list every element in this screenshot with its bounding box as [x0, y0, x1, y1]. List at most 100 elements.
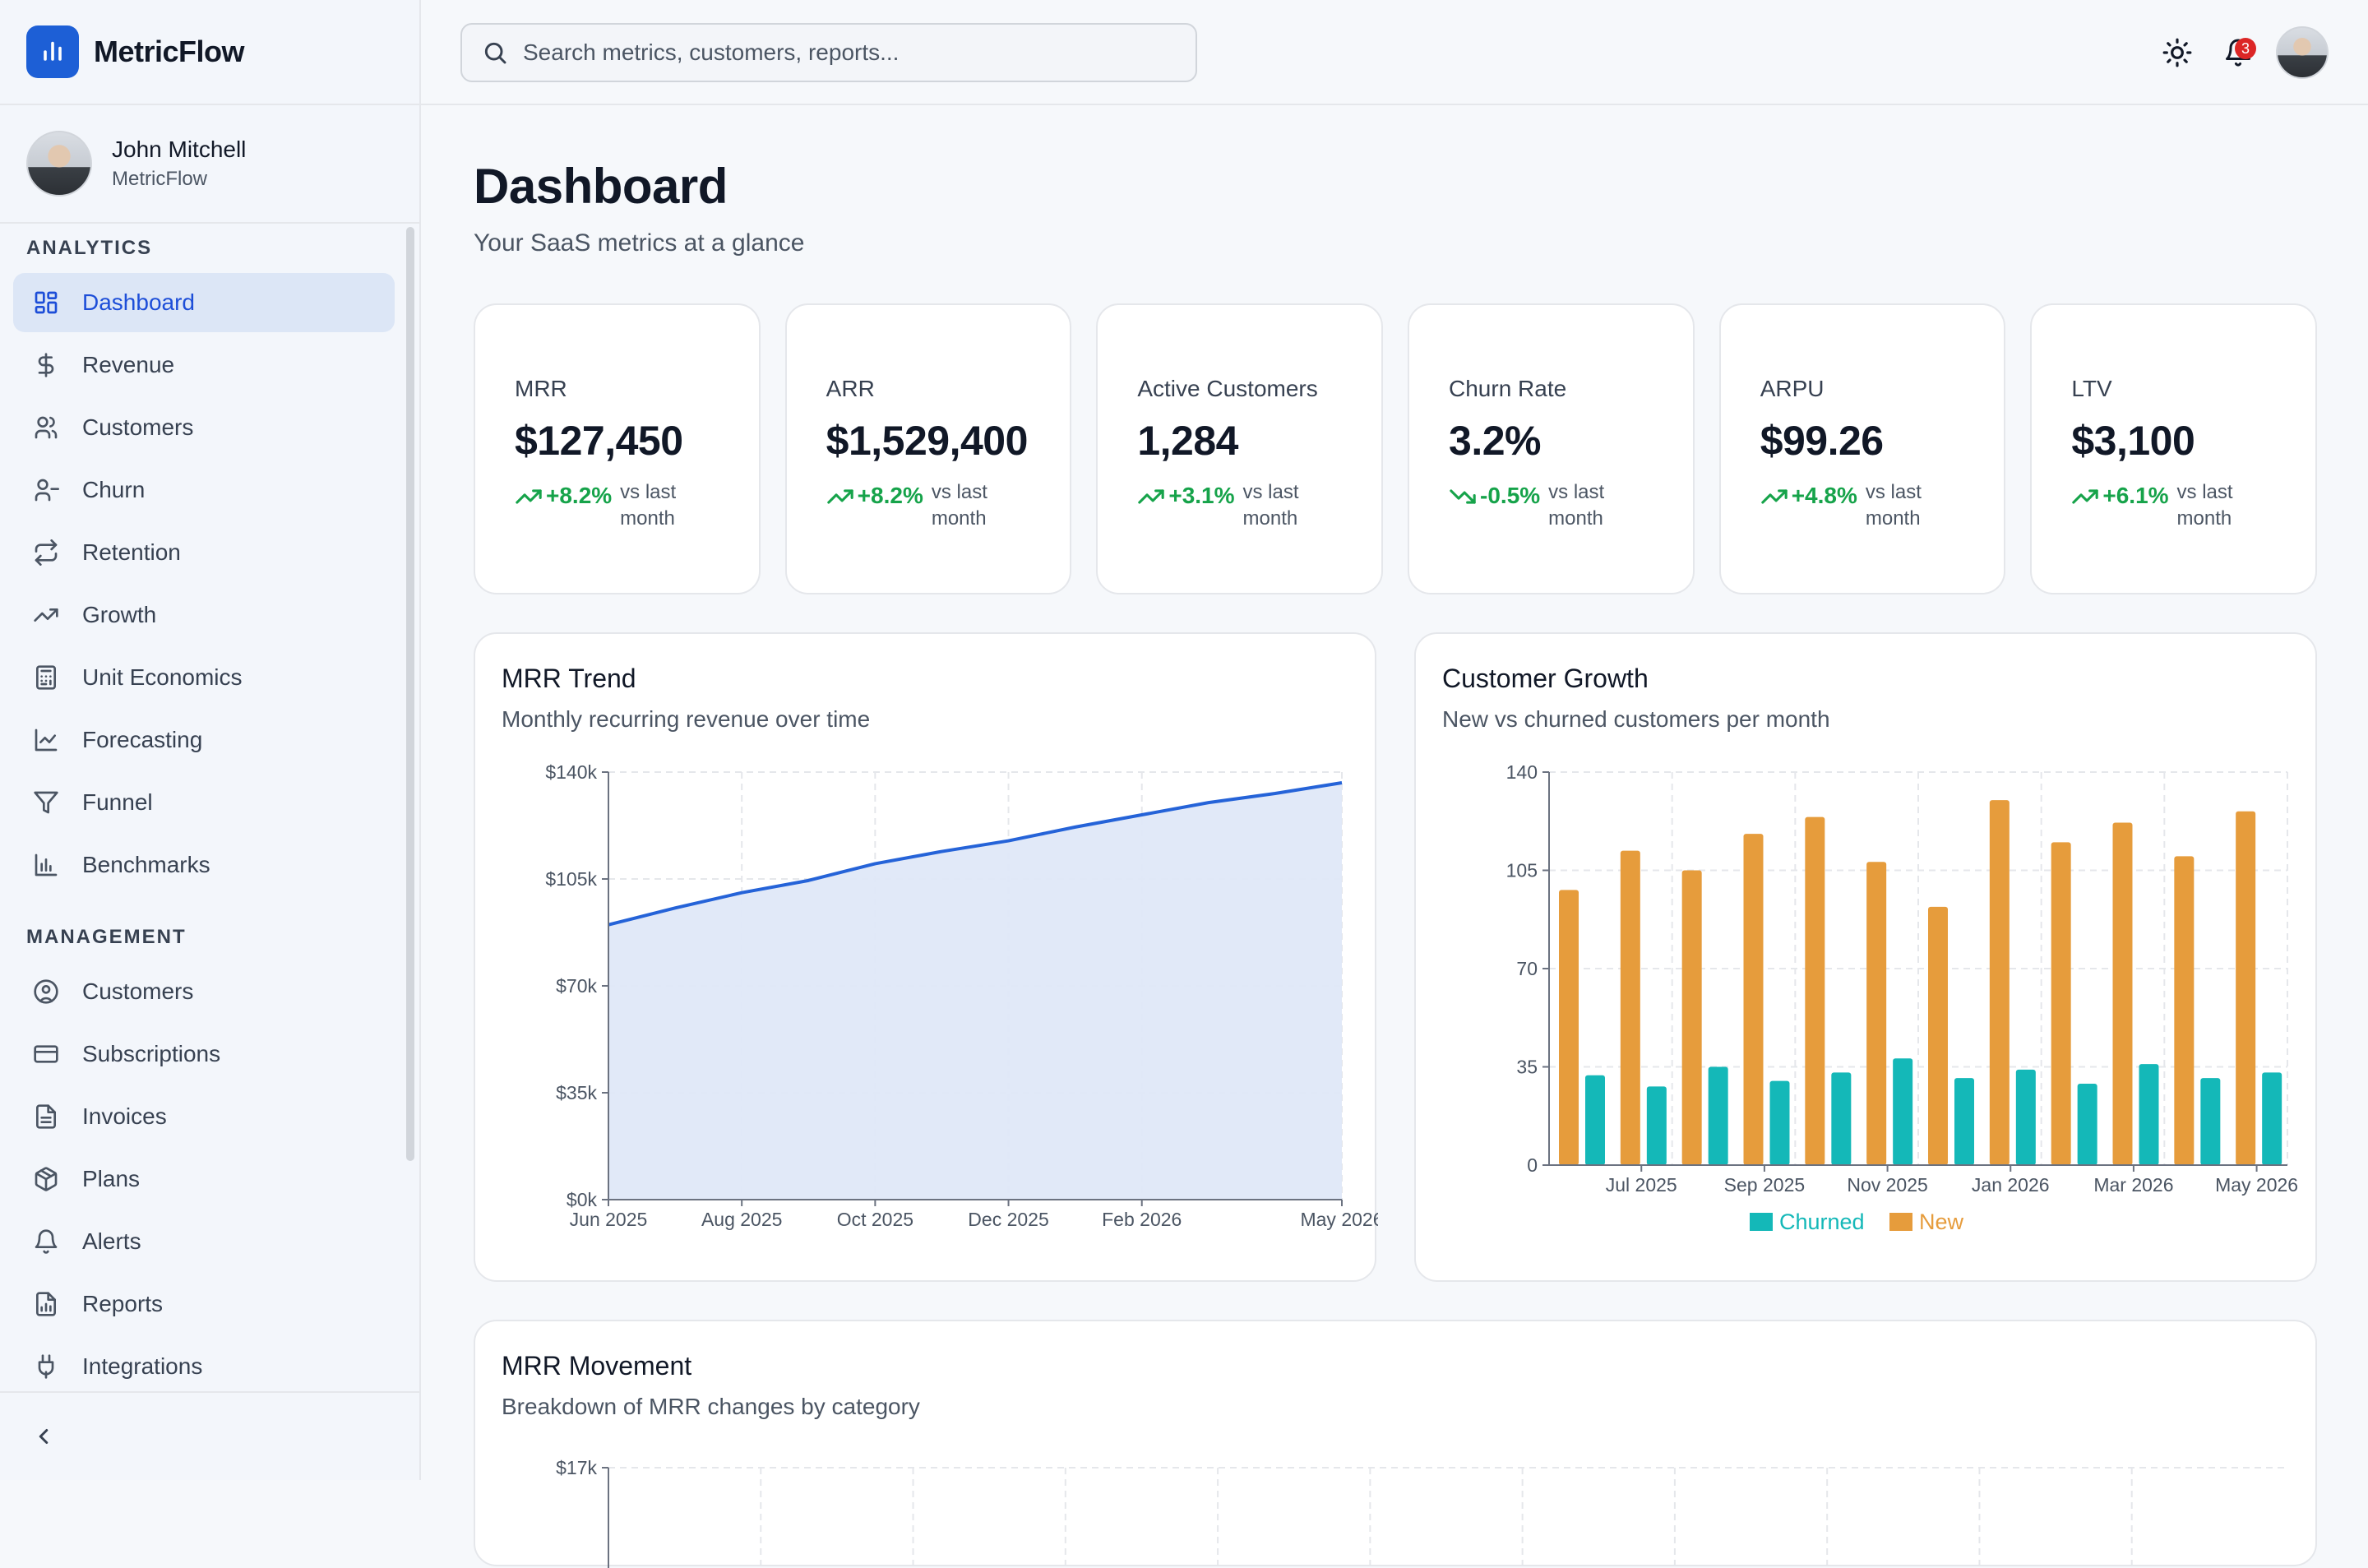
- sidebar-item-label: Revenue: [82, 352, 175, 377]
- mrr-line: [608, 781, 1343, 927]
- brand[interactable]: MetricFlow: [0, 0, 419, 105]
- kpi-delta: +8.2%: [546, 483, 613, 508]
- sidebar-item-label: Alerts: [82, 1228, 141, 1254]
- bar-churned: [2077, 1083, 2097, 1165]
- kpi-comparison: vs last month: [1865, 481, 1922, 530]
- bar-new: [2112, 822, 2133, 1165]
- sidebar-item-subscriptions[interactable]: Subscriptions: [13, 1025, 395, 1084]
- sidebar-item-label: Benchmarks: [82, 852, 210, 877]
- legend-label-new: New: [1919, 1210, 1964, 1234]
- x-tick-label: May 2026: [1300, 1209, 1378, 1230]
- sidebar-item-forecasting[interactable]: Forecasting: [13, 710, 395, 770]
- x-tick-label: Nov 2025: [1847, 1174, 1927, 1196]
- sidebar-item-plans[interactable]: Plans: [13, 1149, 395, 1209]
- user-minus-icon: [35, 479, 59, 502]
- sidebar-item-funnel[interactable]: Funnel: [13, 773, 395, 832]
- collapse-sidebar-button[interactable]: [0, 1391, 419, 1480]
- y-tick-label: $140k: [545, 761, 597, 783]
- top-bar: Search metrics, customers, reports... 3: [421, 0, 2368, 105]
- kpi-comparison: vs last month: [2176, 481, 2233, 530]
- calculator-icon: [36, 665, 56, 690]
- x-tick-label: Dec 2025: [968, 1209, 1048, 1230]
- kpi-delta: -0.5%: [1480, 483, 1541, 508]
- user-profile[interactable]: John Mitchell MetricFlow: [0, 105, 419, 224]
- sidebar-item-label: Integrations: [82, 1353, 203, 1379]
- mrr-movement-card: MRR Movement Breakdown of MRR changes by…: [474, 1320, 2319, 1568]
- kpi-comparison: vs last month: [620, 481, 677, 530]
- y-tick-label: $35k: [556, 1082, 597, 1103]
- x-tick-label: Oct 2025: [837, 1209, 913, 1230]
- kpi-cards: MRR $127,450 +8.2% vs last month ARR $1,529,4…: [474, 303, 2318, 594]
- kpi-card-ltv[interactable]: LTV $3,100 +6.1% vs last month: [2030, 303, 2318, 594]
- sidebar-item-churn[interactable]: Churn: [13, 460, 395, 520]
- sidebar-item-revenue[interactable]: Revenue: [13, 335, 395, 395]
- sidebar-item-retention[interactable]: Retention: [13, 523, 395, 582]
- kpi-card-churn-rate[interactable]: Churn Rate 3.2% -0.5% vs last month: [1408, 303, 1695, 594]
- kpi-card-arpu[interactable]: ARPU $99.26 +4.8% vs last month: [1718, 303, 2006, 594]
- bar-churned: [1646, 1086, 1667, 1165]
- bar-churned: [1708, 1066, 1728, 1165]
- customer-growth-subtitle: New vs churned customers per month: [1442, 706, 1830, 732]
- user-name: John Mitchell: [112, 136, 247, 162]
- trending-up-icon: [516, 489, 542, 504]
- search-input[interactable]: Search metrics, customers, reports...: [460, 23, 1197, 82]
- bar-churned: [1585, 1075, 1605, 1165]
- kpi-card-mrr[interactable]: MRR $127,450 +8.2% vs last month: [474, 303, 761, 594]
- kpi-label: Active Customers: [1137, 376, 1318, 401]
- sidebar-item-label: Growth: [82, 602, 157, 627]
- kpi-delta: +4.8%: [1791, 483, 1857, 508]
- sidebar-item-alerts[interactable]: Alerts: [13, 1212, 395, 1271]
- kpi-label: MRR: [515, 376, 567, 401]
- mrr-movement-chart[interactable]: $17k: [475, 1321, 2319, 1568]
- sidebar-item-benchmarks[interactable]: Benchmarks: [13, 835, 395, 895]
- sidebar-item-dashboard[interactable]: Dashboard: [13, 273, 395, 332]
- sidebar-item-customers[interactable]: Customers: [13, 962, 395, 1021]
- notification-badge: 3: [2235, 38, 2256, 59]
- section-label-management: MANAGEMENT: [26, 926, 187, 948]
- avatar: [26, 131, 92, 197]
- credit-card-icon: [34, 1045, 58, 1063]
- sidebar-item-invoices[interactable]: Invoices: [13, 1087, 395, 1146]
- users-icon: [35, 416, 58, 439]
- user-org: MetricFlow: [112, 168, 208, 190]
- package-icon: [35, 1167, 58, 1191]
- mrr-trend-chart[interactable]: $0k $35k $70k $105k $140k Jun 2025 Aug 2025 Oct…: [475, 634, 1378, 1284]
- kpi-card-active-customers[interactable]: Active Customers 1,284 +3.1% vs last month: [1096, 303, 1384, 594]
- sidebar-item-customers[interactable]: Customers: [13, 398, 395, 457]
- bar-churned: [1893, 1058, 1913, 1165]
- x-tick-label: Sep 2025: [1724, 1174, 1805, 1196]
- account-avatar[interactable]: [2276, 26, 2329, 79]
- theme-toggle-button[interactable]: [2151, 26, 2204, 79]
- file-text-icon: [36, 1104, 56, 1129]
- customer-growth-chart[interactable]: 0 35 70 105 140 Jul 2025 Sep 2025 Nov 2025 Jan 2…: [1416, 634, 2319, 1284]
- bar-new: [2236, 811, 2256, 1165]
- sidebar-item-label: Forecasting: [82, 727, 203, 752]
- trending-up-icon: [34, 608, 58, 622]
- y-tick-label: 0: [1527, 1154, 1538, 1176]
- kpi-card-arr[interactable]: ARR $1,529,400 +8.2% vs last month: [784, 303, 1072, 594]
- sidebar-item-label: Plans: [82, 1166, 141, 1191]
- bar-chart-icon: [35, 853, 58, 877]
- notifications-button[interactable]: 3: [2212, 26, 2264, 79]
- kpi-comparison: vs last month: [931, 481, 987, 530]
- sidebar-item-growth[interactable]: Growth: [13, 585, 395, 645]
- trending-up-icon: [1760, 489, 1788, 504]
- dollar-icon: [38, 353, 54, 377]
- kpi-value: 1,284: [1137, 418, 1238, 464]
- sidebar-item-unit-economics[interactable]: Unit Economics: [13, 648, 395, 707]
- search-placeholder: Search metrics, customers, reports...: [523, 39, 900, 65]
- sidebar-item-label: Retention: [82, 539, 181, 565]
- sidebar-scrollbar[interactable]: [406, 227, 414, 1161]
- sidebar: MetricFlow John Mitchell MetricFlow ANAL…: [0, 0, 421, 1480]
- sun-icon: [2162, 38, 2192, 67]
- grid-icon: [35, 291, 58, 314]
- x-tick-label: Mar 2026: [2093, 1174, 2173, 1196]
- sidebar-item-reports[interactable]: Reports: [13, 1274, 395, 1334]
- section-label-analytics: ANALYTICS: [26, 237, 153, 259]
- sidebar-item-integrations[interactable]: Integrations: [13, 1337, 395, 1396]
- sidebar-item-label: Unit Economics: [82, 664, 243, 690]
- bar-new: [1559, 890, 1579, 1165]
- line-chart-icon: [35, 728, 58, 752]
- bar-churned: [1769, 1080, 1790, 1165]
- repeat-icon: [35, 539, 58, 566]
